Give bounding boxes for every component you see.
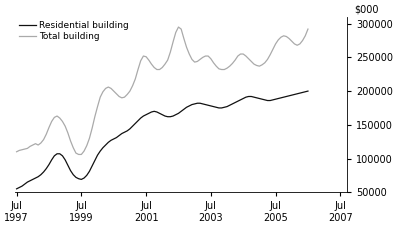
Residential building: [306, 90, 310, 92]
Residential building: [171, 115, 175, 117]
Line: Total building: Total building: [17, 27, 308, 154]
Total building: [14, 151, 19, 153]
Residential building: [206, 104, 210, 107]
Residential building: [111, 138, 116, 140]
Total building: [98, 96, 102, 99]
Total building: [36, 144, 40, 146]
Line: Residential building: Residential building: [17, 91, 308, 189]
Residential building: [95, 154, 100, 156]
Residential building: [36, 175, 40, 178]
Total building: [173, 31, 178, 34]
Total building: [114, 92, 119, 95]
Residential building: [14, 188, 19, 190]
Legend: Residential building, Total building: Residential building, Total building: [18, 20, 131, 43]
Residential building: [173, 113, 178, 116]
Total building: [176, 26, 181, 28]
Total building: [179, 28, 183, 30]
Text: $000: $000: [354, 4, 378, 14]
Total building: [306, 28, 310, 30]
Total building: [211, 62, 216, 64]
Total building: [76, 153, 81, 156]
